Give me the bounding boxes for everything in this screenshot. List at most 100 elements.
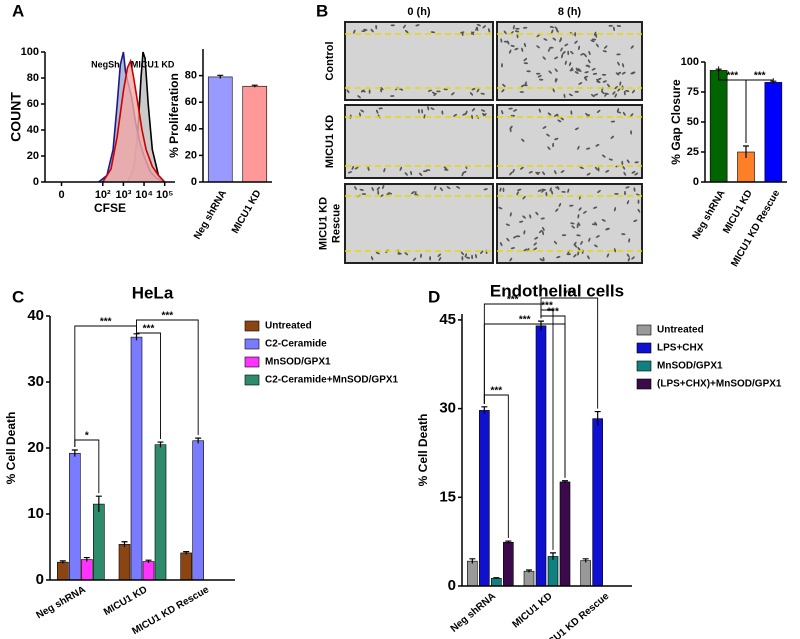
cell [626,200,630,205]
cell [453,113,458,117]
error-bar [743,145,749,158]
bar [503,541,514,587]
x-tick-label: Neg shRNA [449,591,498,635]
cell [622,63,625,68]
cell [627,257,631,262]
cell [360,89,365,93]
cell [539,78,544,81]
error-bar [594,410,601,426]
chart-title: HeLa [132,283,174,302]
cell [383,167,386,173]
cell [439,187,443,192]
cell [505,223,510,226]
series-label: MICU1 KD [131,59,175,69]
bar [479,410,490,587]
cell [578,82,583,85]
y-tick-label: 100 [681,56,699,68]
cell [523,230,526,235]
y-tick-label: 60 [27,98,39,110]
significance-bracket [540,297,599,409]
cell [587,59,591,64]
cell [561,53,564,59]
bar [523,570,535,587]
cell [347,171,353,174]
cell [630,130,633,135]
cell [361,193,367,195]
cell [542,230,544,236]
error-bar [505,540,512,544]
cell [523,26,528,29]
cell [630,45,634,49]
cell [560,117,564,121]
cell [614,85,618,90]
cell [601,90,605,95]
legend-swatch [244,356,260,368]
bar [709,70,728,183]
cell [552,88,555,93]
y-tick-label: 75 [687,86,699,98]
x-tick-label: MICU1 KD [511,591,555,631]
cell [617,61,620,66]
legend-swatch [636,360,652,372]
cell [543,38,548,41]
cell [576,223,579,229]
error-bar [770,80,777,84]
cell [500,38,503,43]
cell [415,24,420,27]
error-bar [251,84,258,88]
cell [446,186,451,190]
cell [541,189,545,193]
cell [498,206,503,210]
cell [471,87,476,91]
cell [548,70,552,74]
cell [521,47,524,52]
cell [591,38,597,41]
cell [595,43,599,48]
cell [569,69,574,72]
cell [370,28,374,33]
cell [502,187,505,192]
cell [616,111,622,114]
y-tick-label: 15 [439,488,456,505]
legend-swatch [244,374,260,386]
cell [569,204,574,207]
x-axis-label: CFSE [94,201,126,215]
cell [570,222,575,225]
cell [573,254,577,258]
y-tick-label: 0 [33,176,39,188]
cell [456,186,461,189]
error-bar [195,437,202,444]
error-bar [83,556,90,562]
micrograph [496,183,643,264]
cell [633,219,638,223]
error-bar [183,551,190,555]
cell [430,31,436,34]
bar [69,452,81,581]
cell [595,33,598,38]
cell [561,190,566,193]
legend-swatch [636,342,652,354]
cell [363,28,368,31]
y-tick-label: 80 [185,70,197,82]
cell [563,93,566,99]
cell [592,72,598,75]
cell [577,246,581,251]
cell [542,226,545,231]
x-tick-label: Neg shRNA [35,584,88,621]
error-bar [145,559,152,563]
bar [242,85,268,183]
cell [545,191,548,197]
panel-label: D [428,287,440,306]
cell [626,253,630,258]
cell [461,172,464,177]
cell [404,252,409,256]
bar [580,560,591,587]
y-axis-label: % Cell Death [416,414,430,487]
cell [509,257,513,262]
cell [534,236,539,240]
cell [460,31,465,34]
micrograph [344,21,494,101]
cell [590,39,595,43]
cell [462,113,467,116]
cell [354,166,359,170]
